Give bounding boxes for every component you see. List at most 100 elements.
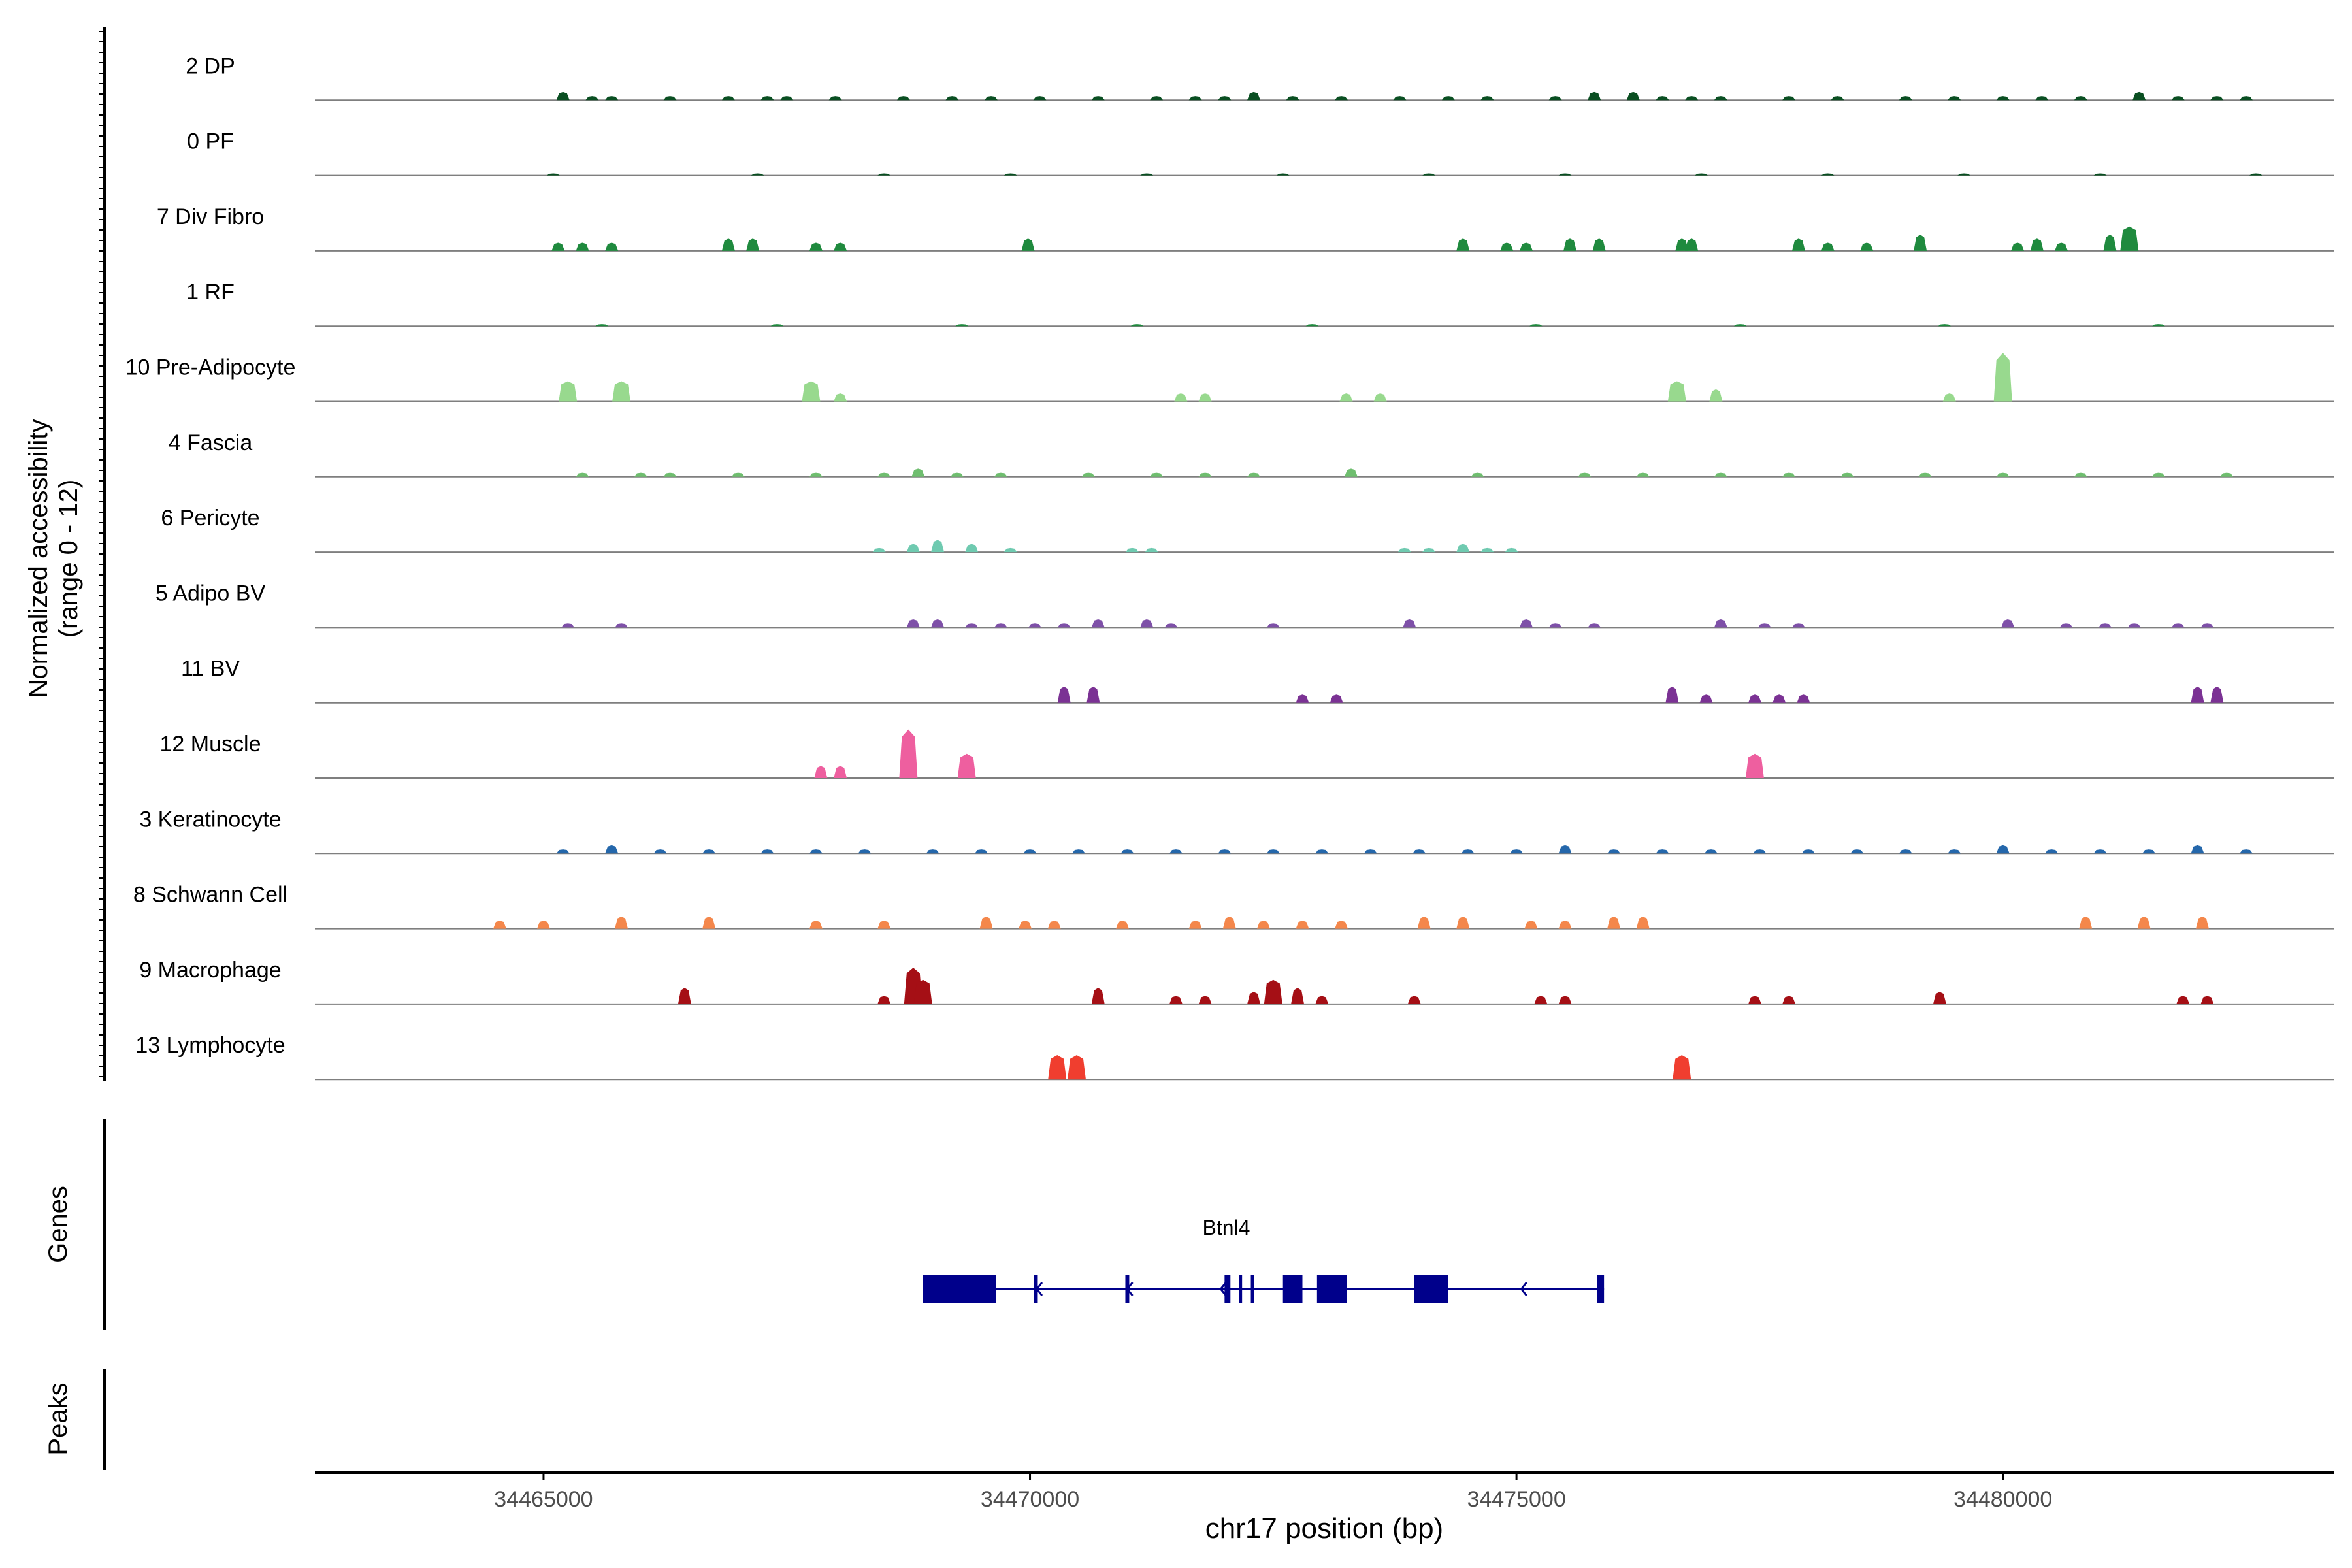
coverage-peak	[1174, 393, 1188, 402]
coverage-peak	[899, 729, 918, 778]
track-4: 1 RF	[186, 280, 2334, 327]
coverage-peak	[911, 468, 925, 477]
coverage-peak	[1558, 996, 1572, 1004]
coverage-peak	[1821, 173, 1835, 176]
coverage-peak	[906, 544, 920, 553]
coverage-peak	[2074, 472, 2087, 477]
coverage-peak	[2103, 235, 2117, 251]
coverage-peak	[1169, 849, 1183, 854]
coverage-peak	[2120, 226, 2139, 251]
coverage-peak	[1413, 849, 1426, 854]
coverage-peak	[1417, 917, 1431, 929]
coverage-peak	[2001, 619, 2015, 628]
coverage-peak	[1636, 472, 1650, 477]
coverage-peak	[731, 472, 745, 477]
gene-exon	[1282, 1275, 1303, 1303]
peaks-label: Peaks	[44, 1382, 73, 1455]
coverage-peak	[576, 472, 589, 477]
coverage-peak	[1130, 324, 1144, 327]
coverage-peak	[1500, 242, 1514, 251]
coverage-peak	[1068, 1055, 1086, 1080]
coverage-peak	[556, 849, 570, 854]
coverage-peak	[2059, 623, 2073, 628]
coverage-peak	[1782, 996, 1796, 1004]
coverage-peak	[1529, 324, 1543, 327]
coverage-peak	[994, 472, 1007, 477]
coverage-peak	[1607, 917, 1621, 929]
coverage-peak	[605, 845, 619, 854]
coverage-peak	[1091, 988, 1105, 1004]
track-7: 6 Pericyte	[161, 506, 2334, 553]
y-axis-label-line2: (range 0 - 12)	[54, 480, 83, 638]
coverage-peak	[1840, 472, 1854, 477]
coverage-peak	[1091, 96, 1105, 101]
coverage-peak	[834, 242, 847, 251]
strand-arrow	[1036, 1282, 1043, 1296]
coverage-peak	[1592, 238, 1606, 251]
coverage-peak	[2195, 917, 2209, 929]
coverage-peak	[1033, 96, 1047, 101]
y-axis-label-line1: Normalized accessibility	[24, 419, 53, 698]
coverage-peak	[1665, 686, 1679, 703]
x-axis: 34465000 34470000 34475000 34480000 chr17 p…	[315, 1471, 2334, 1544]
coverage-peak	[1505, 547, 1518, 553]
coverage-peak	[1023, 849, 1037, 854]
coverage-peak	[1164, 623, 1178, 628]
x-axis-tick-label: 34480000	[1953, 1487, 2052, 1512]
coverage-peak	[1057, 623, 1071, 628]
track-1: 2 DP	[186, 54, 2334, 101]
coverage-peak	[1918, 472, 1932, 477]
coverage-peak	[913, 979, 932, 1004]
coverage-peak	[702, 849, 716, 854]
x-axis-tick-label: 34470000	[981, 1487, 1079, 1512]
coverage-peak	[809, 921, 823, 929]
coverage-peak	[1480, 96, 1494, 101]
coverage-peak	[1548, 96, 1562, 101]
coverage-peak	[2035, 96, 2049, 101]
coverage-peak	[1125, 547, 1139, 553]
coverage-peak	[950, 472, 964, 477]
coverage-peak	[1558, 173, 1572, 176]
genes-label: Genes	[44, 1186, 73, 1263]
x-axis-tick-label: 34475000	[1467, 1487, 1565, 1512]
coverage-peak	[1150, 472, 1164, 477]
coverage-peak	[1704, 849, 1718, 854]
coverage-peak	[802, 381, 821, 402]
coverage-peak	[2220, 472, 2234, 477]
coverage-peak	[2093, 849, 2107, 854]
coverage-peak	[877, 472, 891, 477]
coverage-peak	[1699, 694, 1713, 703]
coverage-peak	[1422, 547, 1436, 553]
gene-exon	[1316, 1275, 1347, 1303]
peaks-panel: Peaks	[44, 1369, 106, 1470]
coverage-peak	[896, 96, 910, 101]
coverage-peak	[1296, 694, 1309, 703]
coverage-peak	[2210, 686, 2224, 703]
coverage-peak	[615, 917, 629, 929]
coverage-peak	[1021, 238, 1035, 251]
coverage-peak	[634, 472, 647, 477]
coverage-peak	[814, 766, 828, 778]
coverage-peak	[702, 917, 716, 929]
coverage-peak	[1899, 96, 1912, 101]
coverage-peak	[1047, 921, 1061, 929]
coverage-peak	[2132, 91, 2146, 101]
coverage-peak	[1028, 623, 1041, 628]
coverage-peak	[1296, 921, 1309, 929]
coverage-peak	[1091, 619, 1105, 628]
coverage-peak	[1942, 393, 1956, 402]
coverage-peak	[1218, 96, 1232, 101]
coverage-peak	[678, 988, 691, 1004]
coverage-peak	[1607, 849, 1621, 854]
coverage-peak	[1753, 849, 1767, 854]
coverage-peak	[561, 623, 575, 628]
coverage-peak	[872, 547, 886, 553]
coverage-peak	[1748, 694, 1761, 703]
track-label: 6 Pericyte	[161, 506, 259, 531]
coverage-peak	[1831, 96, 1844, 101]
coverage-peak	[2239, 96, 2253, 101]
coverage-peak	[2171, 623, 2185, 628]
gene-exon	[1250, 1275, 1254, 1303]
coverage-peak	[1791, 623, 1805, 628]
track-3: 7 Div Fibro	[157, 204, 2334, 252]
